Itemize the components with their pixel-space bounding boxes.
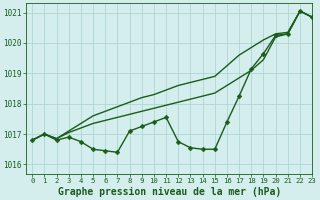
X-axis label: Graphe pression niveau de la mer (hPa): Graphe pression niveau de la mer (hPa)	[58, 186, 281, 197]
